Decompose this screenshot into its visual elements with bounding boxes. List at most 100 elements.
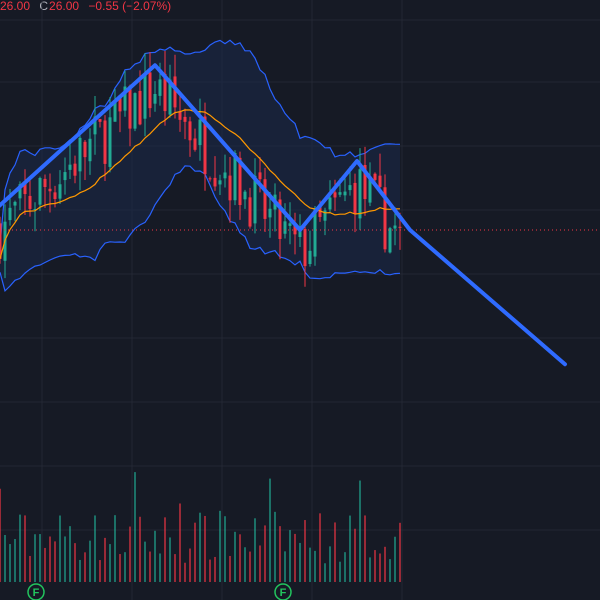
candle-body-19 [93,116,97,135]
volume-bar-18 [89,540,91,582]
volume-bar-71 [354,528,356,582]
candle-body-73 [363,165,367,200]
candle-body-36 [178,111,182,120]
candle-body-4 [18,184,22,199]
candle-body-76 [378,175,382,187]
candle-body-45 [223,172,227,179]
volume-bar-54 [269,478,271,582]
volume-bar-1 [4,535,6,582]
candle-body-44 [218,180,222,185]
candle-body-72 [358,169,362,219]
candle-body-8 [38,177,42,205]
volume-bar-14 [69,526,71,582]
price-change: −0.55 (−2.07%) [88,0,172,13]
volume-bar-34 [169,537,171,582]
volume-bar-47 [234,531,236,582]
volume-bar-16 [79,559,81,582]
candle-body-42 [208,178,212,180]
candle-body-52 [258,172,262,180]
volume-bar-42 [209,559,211,582]
volume-bar-55 [274,511,276,582]
volume-bar-44 [219,510,221,582]
candle-body-34 [168,79,172,115]
candle-body-18 [88,138,92,162]
candle-body-51 [253,175,257,224]
volume-bar-60 [299,542,301,582]
volume-bar-67 [334,522,336,582]
event-marker-label-0: F [33,587,40,599]
volume-bars [0,472,401,582]
volume-bar-70 [349,515,351,582]
candle-body-29 [143,75,147,119]
volume-bar-12 [59,515,61,582]
bollinger-bands [0,39,401,293]
volume-bar-21 [104,537,106,582]
candle-body-5 [23,182,27,195]
candle-body-33 [163,73,167,112]
volume-bar-76 [379,553,381,582]
volume-bar-56 [279,526,281,582]
candle-body-37 [183,116,187,122]
volume-bar-49 [244,547,246,582]
candle-body-6 [28,195,32,209]
candle-body-48 [238,157,242,206]
volume-bar-78 [389,559,391,582]
candle-body-2 [8,207,12,221]
candle-body-78 [388,228,392,253]
volume-bar-80 [399,522,401,582]
candle-body-40 [198,119,202,146]
event-marker-0 [27,583,45,600]
volume-bar-13 [64,536,66,582]
volume-bar-43 [214,556,216,582]
candle-body-7 [33,208,37,210]
volume-bar-29 [144,541,146,582]
candle-body-59 [293,222,297,235]
volume-bar-3 [14,539,16,582]
volume-bar-5 [24,515,26,582]
candle-body-15 [73,163,77,176]
candle-body-46 [228,175,232,201]
volume-bar-57 [284,551,286,582]
volume-bar-11 [54,541,56,582]
candle-body-23 [113,100,117,122]
candle-body-11 [53,192,57,200]
candle-body-80 [398,226,402,228]
candle-body-17 [83,141,87,158]
candle-body-70 [348,185,352,191]
candle-body-68 [338,192,342,195]
volume-bar-22 [109,544,111,582]
candle-body-21 [103,120,107,164]
candle-body-31 [153,94,157,104]
candle-body-0 [0,223,2,259]
candle-body-74 [368,178,372,203]
bollinger-fill [0,40,400,291]
volume-bar-69 [344,552,346,582]
candle-body-32 [158,79,162,96]
volume-bar-53 [264,525,266,582]
volume-bar-9 [44,547,46,582]
event-marker-label-1: F [280,587,287,599]
ma-line [0,109,401,260]
candle-body-77 [383,187,387,250]
candle-body-10 [48,188,52,192]
volume-bar-10 [49,536,51,582]
candle-body-79 [393,225,397,229]
candle-body-43 [213,177,217,187]
volume-bar-15 [74,543,76,582]
volume-bar-24 [119,554,121,582]
candle-body-28 [138,90,142,125]
candle-body-54 [268,208,272,218]
volume-bar-26 [129,526,131,582]
pattern-drawing[interactable] [0,63,567,367]
candle-body-20 [98,119,102,122]
volume-bar-27 [134,472,136,582]
volume-bar-45 [224,516,226,582]
volume-bar-28 [139,516,141,582]
candle-body-66 [328,197,332,210]
close-label: C [39,0,49,13]
candle-body-16 [78,137,82,172]
candle-body-58 [288,223,292,226]
moving-average [0,109,401,260]
